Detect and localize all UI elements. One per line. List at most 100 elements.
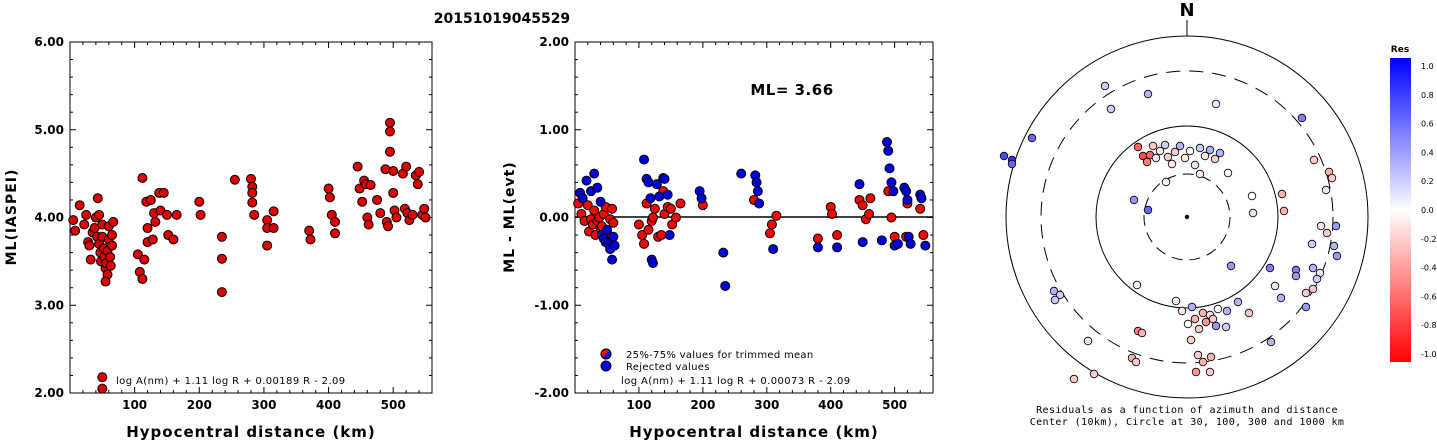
data-point	[608, 217, 619, 228]
station-marker	[1195, 143, 1205, 153]
data-point	[649, 203, 660, 214]
data-point	[161, 209, 172, 220]
plot1-xtick-label: 200	[187, 398, 212, 412]
plot1-ytick-label: 4.00	[34, 211, 64, 225]
data-point	[107, 230, 118, 241]
epicenter-dot	[1184, 214, 1190, 220]
data-point	[915, 203, 926, 214]
data-point	[854, 179, 865, 190]
data-point	[247, 197, 258, 208]
data-point	[608, 231, 619, 242]
station-marker	[1185, 146, 1195, 156]
polar-stations	[999, 81, 1342, 384]
station-marker	[1247, 191, 1257, 201]
plot1-ytick-label: 6.00	[34, 35, 64, 49]
data-point	[420, 212, 431, 223]
data-point	[81, 209, 92, 220]
data-point	[92, 193, 103, 204]
station-marker	[1143, 89, 1153, 99]
data-point	[142, 223, 153, 234]
plot2-xtick-label: 100	[626, 398, 651, 412]
plot2-legend: 25%-75% values for trimmed mean Rejected…	[600, 348, 813, 373]
station-marker	[1170, 147, 1180, 157]
station-marker	[1151, 153, 1161, 163]
data-point	[94, 209, 105, 220]
station-marker	[1309, 155, 1319, 165]
station-marker	[1137, 328, 1147, 338]
plot1-xtick-label: 500	[381, 398, 406, 412]
data-point	[383, 221, 394, 232]
data-point	[902, 194, 913, 205]
data-point	[391, 212, 402, 223]
data-point	[145, 194, 156, 205]
data-point	[388, 187, 399, 198]
data-point	[324, 192, 335, 203]
station-marker	[1233, 297, 1243, 307]
station-marker	[1332, 251, 1342, 261]
data-point	[372, 194, 383, 205]
data-point	[647, 258, 658, 269]
station-marker	[1183, 319, 1193, 329]
plot2-xtick-label: 300	[754, 398, 779, 412]
station-marker	[1171, 296, 1181, 306]
station-marker	[1198, 308, 1208, 318]
station-marker	[1132, 280, 1142, 290]
data-point	[139, 254, 150, 265]
station-marker	[1276, 293, 1286, 303]
colorbar-title: Res	[1391, 45, 1409, 55]
data-point	[305, 234, 316, 245]
data-point	[229, 174, 240, 185]
station-marker	[1327, 173, 1337, 183]
station-marker	[1131, 357, 1141, 367]
plot2-points	[573, 137, 931, 291]
station-marker	[1027, 133, 1037, 143]
plot1-xtick-label: 100	[122, 398, 147, 412]
station-marker	[1223, 168, 1233, 178]
station-marker	[1208, 314, 1218, 324]
legend-label-rejected: Rejected values	[626, 362, 710, 373]
data-point	[609, 240, 620, 251]
plot2-formula: log A(nm) + 1.11 log R + 0.00073 R - 2.0…	[621, 376, 851, 387]
data-point	[158, 187, 169, 198]
station-marker	[1129, 195, 1139, 205]
station-marker	[1190, 314, 1200, 324]
station-marker	[1221, 322, 1231, 332]
plot2-x-axis-label: Hypocentral distance (km)	[629, 423, 879, 441]
station-marker	[1175, 141, 1185, 151]
data-point	[412, 179, 423, 190]
plot1-formula: log A(nm) + 1.11 log R + 0.00189 R - 2.0…	[116, 376, 346, 387]
data-point	[892, 238, 903, 249]
station-marker	[1205, 367, 1215, 377]
station-marker	[1193, 350, 1203, 360]
plot1-xtick-label: 300	[251, 398, 276, 412]
station-marker	[1205, 145, 1215, 155]
station-marker	[1206, 352, 1216, 362]
ring-300km	[1040, 70, 1334, 364]
station-marker	[1161, 177, 1171, 187]
station-marker	[1316, 221, 1326, 231]
station-marker	[1226, 261, 1236, 271]
plot2-x-ticks: 100 200 300 400 500	[587, 42, 921, 412]
colorbar-tick-label: 0.4	[1421, 148, 1434, 157]
data-point	[764, 228, 775, 239]
station-marker	[1155, 146, 1165, 156]
data-point	[352, 161, 363, 172]
colorbar-tick-label: 1.0	[1421, 62, 1434, 71]
station-marker	[1307, 239, 1317, 249]
station-marker	[1322, 228, 1332, 238]
plot1-xtick-label: 400	[316, 398, 341, 412]
data-point	[304, 225, 315, 236]
data-point	[401, 161, 412, 172]
plot2-y-ticks: -2.00 -1.00 0.00 1.00 2.00	[534, 35, 933, 400]
ring-30km	[1143, 173, 1231, 261]
data-point	[865, 193, 876, 204]
data-point	[832, 242, 843, 253]
data-point	[414, 166, 425, 177]
data-point	[168, 234, 179, 245]
plot1-ytick-label: 3.00	[34, 298, 64, 312]
data-point	[247, 187, 258, 198]
data-point	[85, 254, 96, 265]
colorbar-tick-label: -1.0	[1421, 350, 1437, 359]
data-point	[150, 216, 161, 227]
legend-point	[97, 372, 108, 383]
